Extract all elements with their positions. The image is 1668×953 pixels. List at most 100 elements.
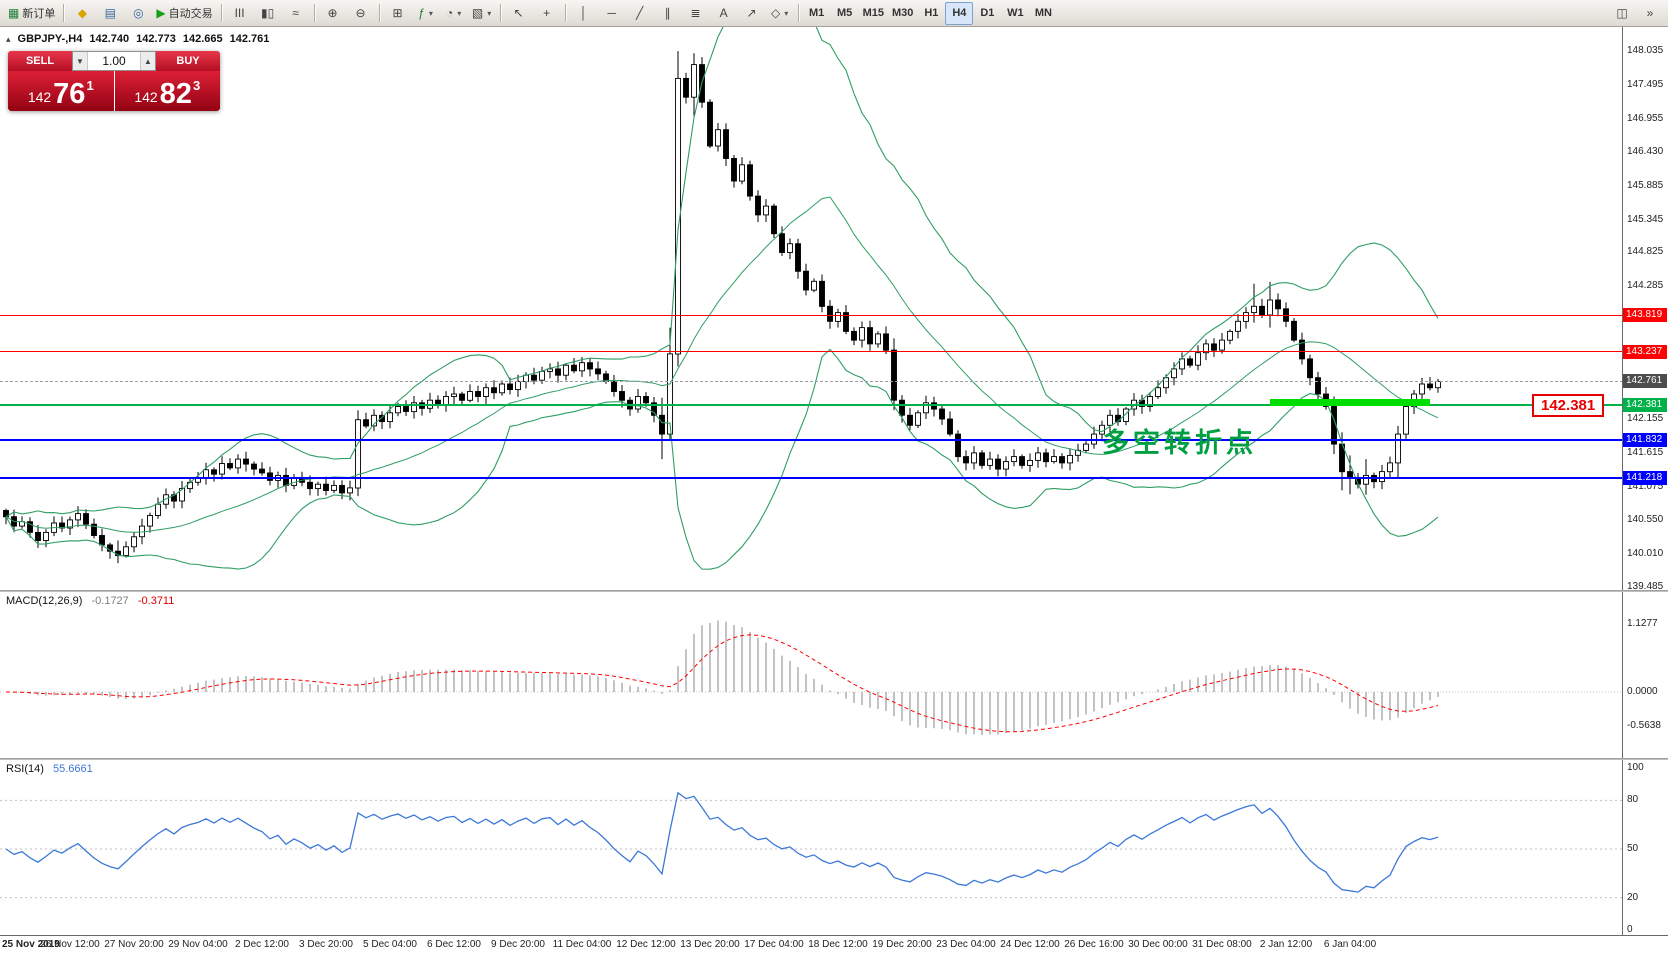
text-button[interactable]: A [710,2,738,25]
arrow-tool-icon: ↗ [746,6,757,20]
pane-separator[interactable] [0,758,1668,760]
toolbar-separator [499,4,501,22]
hline-143-819[interactable] [0,314,1623,316]
new-order-button-label: 新订单 [22,8,56,20]
autotrade-button[interactable]: ▶ 自动交易 [152,2,216,25]
buy-price-pips: 82 [159,78,192,110]
time-axis-label: 2 Dec 12:00 [235,939,289,950]
hline-141-832[interactable] [0,438,1623,441]
volume-decrease-button[interactable]: ▼ [73,52,88,70]
time-axis-label: 27 Nov 20:00 [104,939,164,950]
macd-axis: 1.1277 0.0000 -0.5638 [1622,592,1668,758]
data-window-button[interactable]: ◎ [124,2,152,25]
autotrade-button-label: 自动交易 [168,8,213,20]
time-axis-label: 24 Dec 12:00 [1000,939,1060,950]
panel-collapse-icon[interactable]: ▴ [6,33,11,44]
toolbar: ▦ 新订单 ◆ ▤ ◎ ▶ 自动交易 ΙΙΙ ▮▯ ≈ ⊕ ⊖ ⊞ ƒ ▾ ◔ ▾ ▧ ▾ ↖ + │ ─ ╱ ∥ ≣ A ↗ ◇ ▾ M1… [0,0,1668,27]
level-price-label[interactable]: 142.381 [1532,394,1605,418]
text-icon: A [719,6,728,20]
buy-price-button[interactable]: 142 82 3 [114,71,220,111]
rsi-chart[interactable] [0,760,1623,935]
price-axis-label: 145.885 [1627,179,1664,191]
timeframe-mn[interactable]: MN [1029,2,1057,25]
timeframe-m15-label: M15 [862,7,884,19]
hline-141-218[interactable] [0,477,1623,479]
candlestick-chart-button[interactable]: ▮▯ [254,2,282,25]
zoom-in-button[interactable]: ⊕ [319,2,347,25]
fibonacci-button[interactable]: ≣ [682,2,710,25]
fibonacci-icon: ≣ [690,6,701,20]
trendline-icon: ╱ [635,6,644,20]
macd-chart[interactable] [0,592,1623,758]
new-order-button[interactable]: ▦ 新订单 [4,2,59,25]
timeframe-d1[interactable]: D1 [973,2,1001,25]
templates-dropdown[interactable]: ▧ ▾ [468,2,496,25]
timeframe-m30[interactable]: M30 [888,2,917,25]
hline-143-237[interactable] [0,351,1623,353]
metaeditor-button[interactable]: ◆ [68,2,96,25]
channel-button[interactable]: ∥ [654,2,682,25]
main-chart-pane: ▴ GBPJPY-,H4 142.740 142.773 142.665 142… [0,27,1668,592]
price-axis-label: 140.550 [1627,513,1664,525]
bar-high: 142.773 [136,33,176,45]
highlight-level-bar[interactable] [1270,399,1430,407]
candlestick-chart-icon: ▮▯ [260,6,275,20]
horizontal-line-button[interactable]: ─ [598,2,626,25]
sell-button[interactable]: SELL [8,51,72,71]
volume-box: ▼ 1.00 ▲ [72,51,156,71]
toolbar-separator [313,4,315,22]
macd-name: MACD(12,26,9) [6,595,83,607]
sell-price-button[interactable]: 142 76 1 [8,71,114,111]
pane-separator[interactable] [0,590,1668,592]
buy-button[interactable]: BUY [156,51,220,71]
price-axis-label: 144.825 [1627,246,1664,258]
rsi-axis-label: 0 [1627,924,1633,935]
layout-button[interactable]: ◫ [1608,2,1636,25]
cursor-icon: ↖ [513,6,524,20]
candles-group [3,51,1441,564]
shapes-dropdown[interactable]: ◇ ▾ [766,2,794,25]
time-axis: 25 Nov 2019 26 Nov 12:00 27 Nov 20:00 29 No… [0,935,1668,953]
vertical-line-button[interactable]: │ [570,2,598,25]
crosshair-button[interactable]: + [533,2,561,25]
timeframes-dropdown[interactable]: ◔ ▾ [440,2,468,25]
time-axis-label: 29 Nov 04:00 [168,939,228,950]
price-axis-label: 148.035 [1627,45,1664,57]
macd-histogram [13,620,1439,735]
tile-windows-button[interactable]: ⊞ [384,2,412,25]
indicators-dropdown[interactable]: ƒ ▾ [412,2,440,25]
market-watch-button[interactable]: ▤ [96,2,124,25]
turning-point-annotation[interactable]: 多空转折点 [1102,427,1257,459]
line-chart-icon: ≈ [292,6,299,20]
autotrade-icon: ▶ [156,6,166,20]
timeframe-h4[interactable]: H4 [945,1,974,25]
hline-142-381[interactable] [0,404,1623,407]
price-axis-label: 146.430 [1627,145,1664,157]
line-chart-button[interactable]: ≈ [282,2,310,25]
time-axis-label: 12 Dec 12:00 [616,939,676,950]
rsi-pane: RSI(14) 55.6661 100 80 50 20 0 [0,760,1668,935]
candlestick-chart[interactable] [0,27,1623,590]
time-axis-label: 5 Dec 04:00 [363,939,417,950]
timeframe-m1[interactable]: M1 [803,2,831,25]
time-axis-label: 19 Dec 20:00 [872,939,932,950]
toolbar-separator [797,4,799,22]
timeframe-w1[interactable]: W1 [1001,2,1029,25]
trendline-button[interactable]: ╱ [626,2,654,25]
timeframe-m15[interactable]: M15 [859,2,888,25]
rsi-axis-label: 20 [1627,891,1639,903]
timeframe-h1[interactable]: H1 [917,2,945,25]
volume-increase-button[interactable]: ▲ [140,52,155,70]
toolbar-separator [63,4,65,22]
cursor-button[interactable]: ↖ [505,2,533,25]
price-badge-141-832: 141.832 [1623,432,1667,447]
dropdown-caret-icon: ▾ [457,8,462,18]
toolbar-overflow-button[interactable]: » [1636,2,1664,25]
bar-chart-button[interactable]: ΙΙΙ [226,2,254,25]
zoom-out-button[interactable]: ⊖ [347,2,375,25]
current-price-line [0,381,1623,383]
buy-price-big-figure: 142 [134,89,158,105]
arrow-tool-button[interactable]: ↗ [738,2,766,25]
timeframe-m5[interactable]: M5 [831,2,859,25]
volume-input[interactable]: 1.00 [102,54,126,68]
